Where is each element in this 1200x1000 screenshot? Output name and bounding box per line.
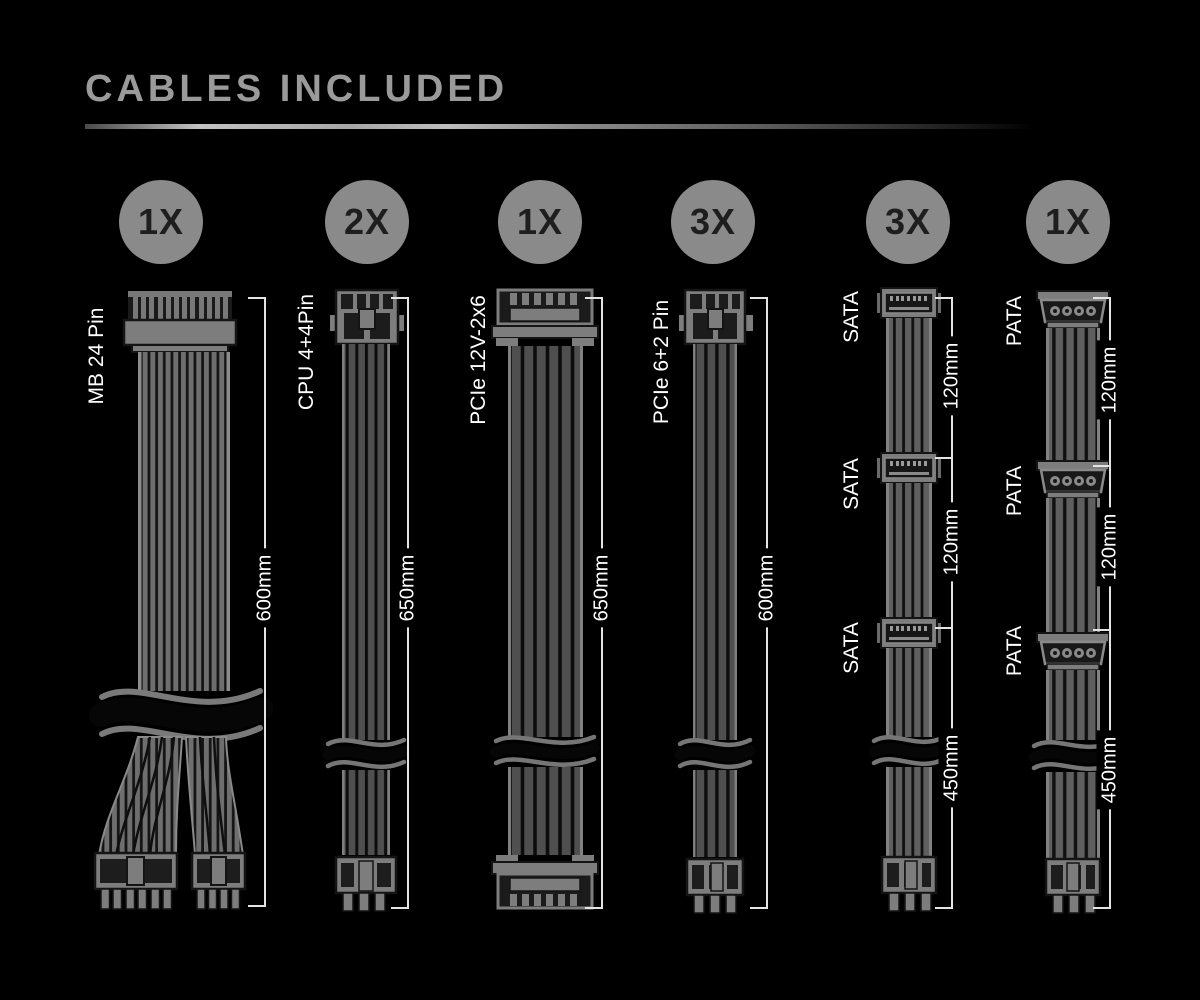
cable-ribbon — [508, 346, 583, 737]
dim-tick — [935, 627, 951, 629]
cable-ribbon — [886, 318, 932, 453]
dim-tick — [585, 907, 601, 909]
dim-tick — [585, 297, 601, 299]
psu-side-connector-icon — [880, 855, 938, 912]
mb24-cable-graphic — [89, 291, 273, 910]
cable-ribbon — [886, 483, 932, 618]
cable-ribbon — [342, 344, 390, 740]
atx-24pin-connector-icon — [122, 291, 238, 353]
sata-connector-icon — [877, 287, 941, 319]
dim-tick — [1093, 629, 1109, 631]
mb24-split-connector-icon — [190, 851, 247, 910]
qty-badge-cpu: 2X — [325, 180, 409, 264]
dim-tick — [1093, 907, 1109, 909]
cable-ribbon — [508, 767, 583, 855]
qty-badge-pcie: 3X — [671, 180, 755, 264]
cable-label-sata-2: SATA — [840, 458, 863, 510]
cable-label-12v2x6: PCIe 12V-2x6 — [467, 295, 490, 425]
pcie-12v2x6-connector-icon — [491, 288, 599, 346]
qty-badge-sata: 3X — [866, 180, 950, 264]
cable-ribbon — [1046, 328, 1100, 461]
dim-label-pata-1: 120mm — [1096, 340, 1124, 420]
cable-label-sata-3: SATA — [840, 622, 863, 674]
cable-label-sata-1: SATA — [840, 291, 863, 343]
dim-tick — [391, 297, 407, 299]
dim-tick — [935, 907, 951, 909]
cable-comb-band-icon — [89, 688, 273, 742]
cable-break-squiggle-icon — [322, 737, 410, 770]
cable-label-pata-1: PATA — [1003, 295, 1026, 347]
psu-side-connector-icon — [685, 857, 745, 914]
dim-line-sata — [951, 297, 953, 909]
dim-tick — [391, 907, 407, 909]
cable-ribbon — [886, 767, 932, 857]
qty-badge-pata: 1X — [1026, 180, 1110, 264]
pata-cable-graphic — [1028, 290, 1118, 914]
cable-ribbon — [1046, 498, 1100, 633]
title-underline — [85, 124, 1035, 129]
dim-tick — [248, 905, 264, 907]
cable-label-pata-2: PATA — [1003, 465, 1026, 517]
dim-tick — [1093, 297, 1109, 299]
cable-ribbon — [1046, 670, 1100, 740]
cable-ribbon — [138, 352, 230, 691]
sata-connector-icon — [877, 452, 941, 484]
sata-connector-icon — [877, 617, 941, 649]
cpu-cable-graphic — [322, 288, 410, 912]
dim-tick — [1093, 465, 1109, 467]
pata-molex-connector-icon — [1036, 632, 1110, 671]
pcie-12v2x6-connector-icon — [491, 855, 599, 910]
pcie12v-cable-graphic — [490, 288, 600, 910]
dim-label-sata-1: 120mm — [938, 336, 966, 416]
dim-label-sata-2: 120mm — [938, 502, 966, 582]
pcie62-cable-graphic — [674, 288, 756, 914]
cable-ribbon — [693, 770, 737, 857]
dim-label-sata-3: 450mm — [938, 728, 966, 808]
dim-tick — [935, 297, 951, 299]
cable-label-mb24: MB 24 Pin — [85, 307, 108, 405]
dim-label-cpu: 650mm — [394, 548, 422, 628]
cable-ribbon — [693, 344, 737, 740]
cable-label-cpu: CPU 4+4Pin — [295, 293, 318, 411]
cable-ribbon — [886, 648, 932, 737]
cable-break-squiggle-icon — [490, 734, 600, 767]
pata-molex-connector-icon — [1036, 290, 1110, 329]
pcie-6plus2-connector-icon — [679, 288, 753, 346]
cable-ribbon — [1046, 772, 1100, 859]
dim-tick — [248, 297, 264, 299]
dim-label-pata-2: 120mm — [1096, 507, 1124, 587]
dim-line-pata — [1109, 297, 1111, 909]
page-title: CABLES INCLUDED — [85, 68, 509, 110]
cable-break-squiggle-icon — [674, 737, 756, 770]
cable-label-pcie: PCIe 6+2 Pin — [650, 299, 673, 425]
eps-4plus4pin-connector-icon — [330, 288, 404, 346]
dim-label-pcie: 600mm — [753, 548, 781, 628]
psu-side-connector-icon — [1044, 857, 1102, 914]
psu-side-connector-icon — [334, 855, 398, 912]
mb24-split-connector-icon — [93, 851, 179, 910]
dim-tick — [750, 907, 766, 909]
dim-tick — [935, 457, 951, 459]
dim-label-mb24: 600mm — [251, 548, 279, 628]
cable-split-legs — [97, 736, 245, 856]
dim-tick — [750, 297, 766, 299]
sata-cable-graphic — [868, 287, 950, 912]
cable-ribbon — [342, 770, 390, 855]
dim-label-pata-3: 450mm — [1096, 730, 1124, 810]
qty-badge-mb24: 1X — [119, 180, 203, 264]
qty-badge-12v2x6: 1X — [498, 180, 582, 264]
dim-label-12v2x6: 650mm — [588, 548, 616, 628]
cable-label-pata-3: PATA — [1003, 625, 1026, 677]
cable-break-squiggle-icon — [868, 734, 950, 767]
